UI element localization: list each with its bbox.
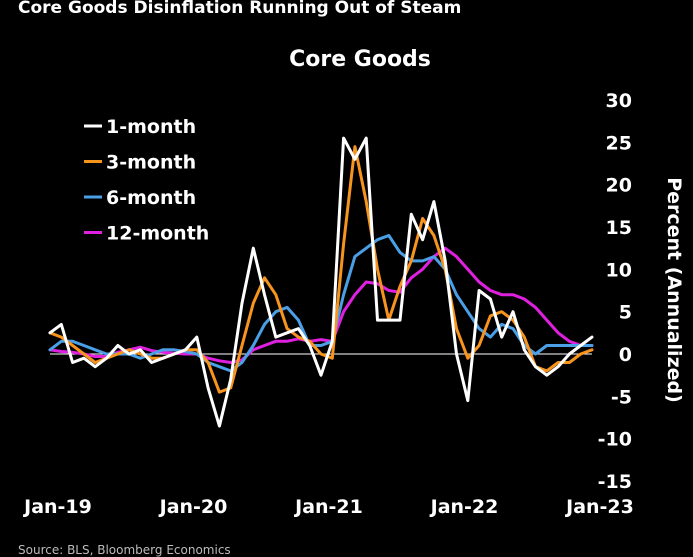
axis-layer: 30 25 20 15 10 5 0 -5 -10 -15 Jan-19 Jan-20 Jan-21 Ja… — [22, 90, 634, 518]
x-tick-label: Jan-21 — [293, 496, 363, 518]
x-tick-label: Jan-19 — [22, 496, 92, 518]
x-tick-label: Jan-23 — [564, 496, 634, 518]
x-tick-label: Jan-22 — [429, 496, 499, 518]
y-tick-label: -15 — [598, 471, 632, 493]
y-tick-label: 30 — [606, 90, 632, 112]
legend-label-6-month: 6-month — [106, 187, 196, 209]
legend: 1-month 3-month 6-month 12-month — [84, 116, 209, 245]
y-tick-label: 0 — [619, 344, 632, 366]
legend-label-3-month: 3-month — [106, 152, 196, 174]
y-tick-label: 20 — [606, 175, 632, 197]
series-line-1-month — [48, 136, 594, 428]
y-tick-label: -5 — [611, 386, 632, 408]
series-line-12-month — [48, 246, 594, 364]
legend-label-1-month: 1-month — [106, 116, 196, 138]
y-tick-label: 25 — [606, 132, 632, 154]
y-axis-label: Percent (Annualized) — [663, 177, 685, 403]
series-layer — [48, 136, 594, 428]
y-tick-label: -10 — [598, 429, 632, 451]
y-tick-label: 10 — [606, 259, 632, 281]
legend-label-12-month: 12-month — [106, 223, 209, 245]
y-tick-label: 15 — [606, 217, 632, 239]
series-line-3-month — [48, 145, 594, 394]
source-note: Source: BLS, Bloomberg Economics — [18, 543, 231, 557]
series-line-6-month — [48, 234, 594, 373]
chart-title: Core Goods — [289, 47, 431, 72]
y-tick-label: 5 — [619, 302, 632, 324]
header-title: Core Goods Disinflation Running Out of S… — [18, 0, 462, 18]
x-tick-label: Jan-20 — [158, 496, 228, 518]
